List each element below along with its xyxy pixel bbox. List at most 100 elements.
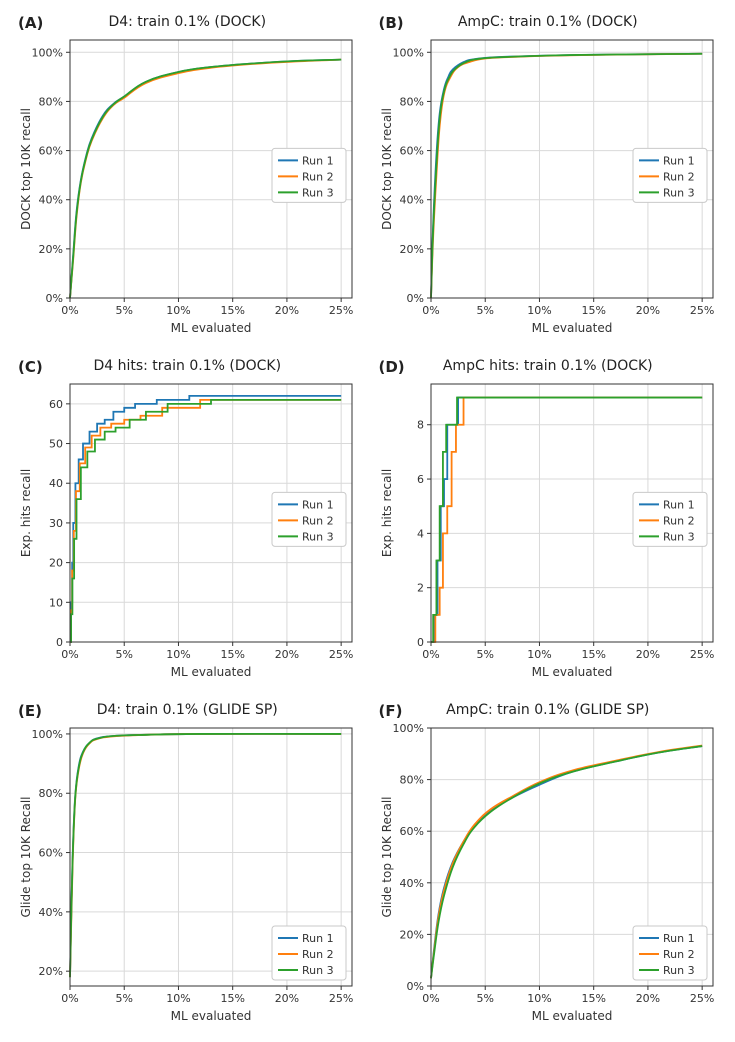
xlabel: ML evaluated: [531, 321, 612, 335]
xtick-label: 5%: [476, 304, 493, 317]
xtick-label: 10%: [166, 648, 190, 661]
legend-label: Run 3: [302, 530, 334, 543]
xtick-label: 5%: [116, 304, 133, 317]
ylabel: Exp. hits recall: [380, 469, 394, 557]
legend-label: Run 3: [663, 186, 695, 199]
ytick-label: 20%: [39, 965, 63, 978]
chart-panel-b: (B)AmpC: train 0.1% (DOCK)0%5%10%15%20%2…: [373, 12, 724, 342]
ytick-label: 40%: [39, 906, 63, 919]
ytick-label: 100%: [32, 46, 63, 59]
ylabel: Exp. hits recall: [19, 469, 33, 557]
chart-panel-d: (D)AmpC hits: train 0.1% (DOCK)0%5%10%15…: [373, 356, 724, 686]
legend-label: Run 1: [663, 154, 695, 167]
ytick-label: 20: [49, 557, 63, 570]
ylabel: DOCK top 10K recall: [380, 108, 394, 230]
ytick-label: 40%: [39, 194, 63, 207]
ytick-label: 80%: [39, 787, 63, 800]
xtick-label: 15%: [220, 992, 244, 1005]
ytick-label: 6: [417, 473, 424, 486]
chart-svg: 0%5%10%15%20%25%0102030405060ML evaluate…: [12, 356, 362, 686]
xtick-label: 5%: [476, 992, 493, 1005]
xtick-label: 25%: [329, 648, 353, 661]
xtick-label: 0%: [422, 304, 439, 317]
xtick-label: 25%: [329, 992, 353, 1005]
ytick-label: 30: [49, 517, 63, 530]
xlabel: ML evaluated: [171, 321, 252, 335]
legend-label: Run 2: [302, 514, 334, 527]
xlabel: ML evaluated: [531, 665, 612, 679]
chart-panel-e: (E)D4: train 0.1% (GLIDE SP)0%5%10%15%20…: [12, 700, 363, 1030]
panel-label: (B): [379, 14, 404, 32]
panel-label: (A): [18, 14, 43, 32]
xtick-label: 25%: [689, 304, 713, 317]
legend-label: Run 1: [302, 932, 334, 945]
xtick-label: 15%: [581, 648, 605, 661]
ytick-label: 100%: [392, 46, 423, 59]
chart-panel-a: (A)D4: train 0.1% (DOCK)0%5%10%15%20%25%…: [12, 12, 363, 342]
legend-label: Run 2: [302, 170, 334, 183]
legend-label: Run 2: [302, 948, 334, 961]
xlabel: ML evaluated: [531, 1009, 612, 1023]
legend-label: Run 1: [302, 498, 334, 511]
ytick-label: 40: [49, 477, 63, 490]
xlabel: ML evaluated: [171, 665, 252, 679]
legend-label: Run 1: [663, 498, 695, 511]
ytick-label: 100%: [392, 722, 423, 735]
ytick-label: 50: [49, 438, 63, 451]
xtick-label: 20%: [275, 648, 299, 661]
chart-svg: 0%5%10%15%20%25%0%20%40%60%80%100%ML eva…: [373, 700, 723, 1030]
legend-label: Run 3: [663, 530, 695, 543]
xtick-label: 25%: [329, 304, 353, 317]
ytick-label: 20%: [39, 243, 63, 256]
legend-label: Run 2: [663, 514, 695, 527]
xtick-label: 5%: [116, 992, 133, 1005]
xtick-label: 15%: [220, 304, 244, 317]
ytick-label: 0: [417, 636, 424, 649]
panel-label: (C): [18, 358, 43, 376]
ytick-label: 10: [49, 596, 63, 609]
xtick-label: 15%: [220, 648, 244, 661]
xlabel: ML evaluated: [171, 1009, 252, 1023]
ylabel: DOCK top 10K recall: [19, 108, 33, 230]
xtick-label: 0%: [61, 648, 78, 661]
xtick-label: 0%: [422, 992, 439, 1005]
ylabel: Glide top 10K Recall: [380, 796, 394, 917]
ytick-label: 60: [49, 398, 63, 411]
ytick-label: 0%: [406, 292, 423, 305]
ytick-label: 60%: [39, 145, 63, 158]
chart-svg: 0%5%10%15%20%25%0%20%40%60%80%100%ML eva…: [373, 12, 723, 342]
ytick-label: 0%: [406, 980, 423, 993]
chart-panel-c: (C)D4 hits: train 0.1% (DOCK)0%5%10%15%2…: [12, 356, 363, 686]
xtick-label: 20%: [635, 992, 659, 1005]
chart-panel-f: (F)AmpC: train 0.1% (GLIDE SP)0%5%10%15%…: [373, 700, 724, 1030]
legend-label: Run 1: [302, 154, 334, 167]
ytick-label: 8: [417, 419, 424, 432]
xtick-label: 20%: [635, 648, 659, 661]
xtick-label: 0%: [422, 648, 439, 661]
ytick-label: 60%: [399, 145, 423, 158]
xtick-label: 5%: [116, 648, 133, 661]
ytick-label: 40%: [399, 194, 423, 207]
xtick-label: 20%: [275, 304, 299, 317]
legend-label: Run 2: [663, 948, 695, 961]
xtick-label: 0%: [61, 992, 78, 1005]
chart-svg: 0%5%10%15%20%25%02468ML evaluatedExp. hi…: [373, 356, 723, 686]
legend-label: Run 1: [663, 932, 695, 945]
legend-label: Run 3: [663, 964, 695, 977]
xtick-label: 25%: [689, 648, 713, 661]
panel-label: (D): [379, 358, 405, 376]
panel-label: (F): [379, 702, 403, 720]
xtick-label: 25%: [689, 992, 713, 1005]
chart-svg: 0%5%10%15%20%25%20%40%60%80%100%ML evalu…: [12, 700, 362, 1030]
ylabel: Glide top 10K Recall: [19, 796, 33, 917]
ytick-label: 20%: [399, 243, 423, 256]
xtick-label: 0%: [61, 304, 78, 317]
ytick-label: 60%: [39, 847, 63, 860]
ytick-label: 80%: [39, 95, 63, 108]
legend-label: Run 3: [302, 964, 334, 977]
xtick-label: 15%: [581, 304, 605, 317]
xtick-label: 10%: [527, 304, 551, 317]
chart-svg: 0%5%10%15%20%25%0%20%40%60%80%100%ML eva…: [12, 12, 362, 342]
ytick-label: 80%: [399, 95, 423, 108]
xtick-label: 20%: [275, 992, 299, 1005]
